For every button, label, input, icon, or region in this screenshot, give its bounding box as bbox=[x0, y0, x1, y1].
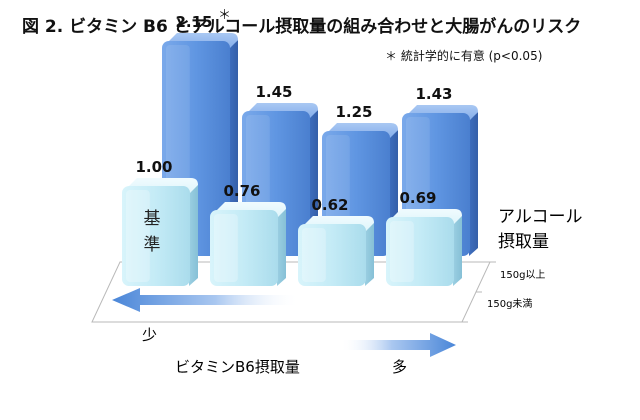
x-axis-label: ビタミンB6摂取量 bbox=[175, 358, 300, 376]
bar-high-2-value: 1.45 bbox=[255, 83, 292, 101]
bar-high-3-value: 1.25 bbox=[335, 103, 372, 121]
bar-low-1 bbox=[122, 178, 198, 286]
bar-low-4-value: 0.69 bbox=[399, 189, 436, 207]
x-label-high: 多 bbox=[392, 358, 407, 376]
depth-axis-label-line1: アルコール bbox=[498, 207, 583, 227]
chart-title: 図 2. ビタミン B6 とアルコール摂取量の組み合わせと大腸がんのリスク bbox=[22, 17, 582, 37]
series-label-high: 150g以上 bbox=[500, 269, 545, 281]
baseline-label-char: 準 bbox=[144, 235, 161, 255]
significance-mark: ＊ bbox=[218, 8, 231, 23]
series-label-low: 150g未満 bbox=[487, 298, 532, 310]
bar-high-4-value: 1.43 bbox=[415, 85, 452, 103]
bar-high-1-value: 2.15 bbox=[175, 13, 212, 31]
bar-low-4 bbox=[386, 209, 462, 286]
bar-low-1-value: 1.00 bbox=[135, 158, 172, 176]
bar-low-2 bbox=[210, 202, 286, 286]
bars-series-low bbox=[122, 178, 462, 286]
depth-axis-label-line2: 摂取量 bbox=[498, 232, 549, 252]
significance-note: ＊ 統計学的に有意 (p<0.05) bbox=[385, 49, 543, 63]
arrow-low bbox=[112, 288, 300, 312]
bar-low-2-value: 0.76 bbox=[223, 182, 260, 200]
baseline-label-char: 基 bbox=[144, 209, 161, 229]
arrow-high bbox=[340, 333, 456, 357]
value-labels: 2.15 ＊ 1.45 1.25 1.43 1.00 基準 0.76 0.62 0.69 bbox=[135, 8, 452, 255]
bar-low-3 bbox=[298, 216, 374, 286]
bar-low-3-value: 0.62 bbox=[311, 196, 348, 214]
x-label-low: 少 bbox=[142, 326, 157, 344]
